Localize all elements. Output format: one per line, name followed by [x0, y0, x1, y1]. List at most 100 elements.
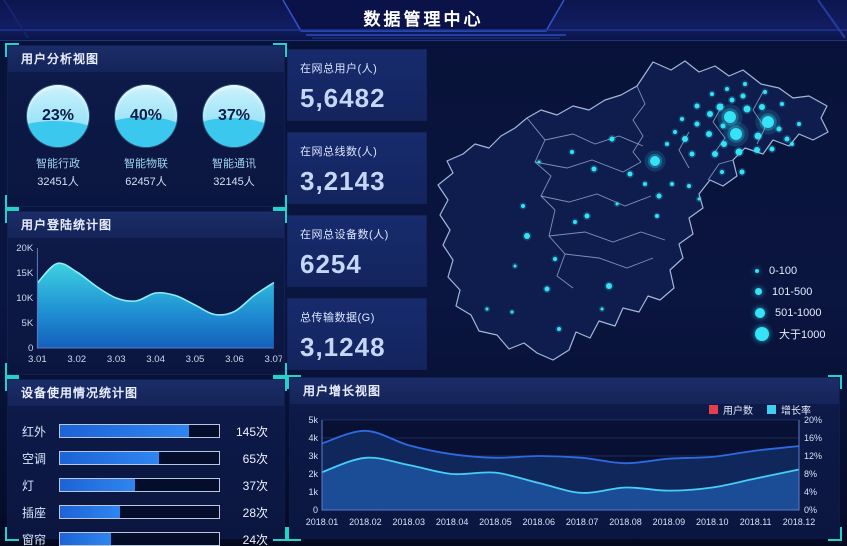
stat-label: 总传输数据(G) [300, 312, 375, 324]
bar-track [59, 424, 220, 438]
panel-user-growth: 用户增长视图 用户数 增长率 0 1k 2k 3k 4k 5k 0% 4% 8% 12% 16% 20… [287, 375, 842, 541]
panel-user-analysis: 用户分析视图 23% 智能行政 32451人 40% 智能物联 62457人 3… [5, 43, 287, 209]
stat-card-total-lines: 在网总线数(人) 3,2143 [288, 133, 426, 203]
liquid-gauge: 40% [115, 85, 177, 147]
panel-device-usage: 设备使用情况统计图 红外 145次 空调 65次 灯 37次 插座 28次 [5, 377, 287, 546]
gauge-percent: 40% [129, 107, 163, 124]
svg-text:2018.06: 2018.06 [523, 517, 556, 527]
stat-value: 6254 [300, 249, 362, 279]
svg-text:2018.10: 2018.10 [696, 517, 729, 527]
corner-bracket [5, 209, 19, 223]
bar-track [59, 532, 220, 546]
gauge-percent: 23% [41, 107, 75, 124]
bar-value: 24次 [242, 532, 268, 546]
svg-text:5k: 5k [308, 415, 318, 425]
bar-fill [60, 452, 159, 464]
device-bar-row: 插座 28次 [22, 502, 268, 522]
legend-dot-icon [755, 307, 765, 318]
gauge-wave [203, 118, 265, 147]
bar-label: 红外 [22, 424, 47, 439]
map-canvas [437, 60, 829, 361]
svg-text:2018.01: 2018.01 [306, 517, 339, 527]
svg-text:2018.07: 2018.07 [566, 517, 599, 527]
stat-label: 在网总用户(人) [300, 63, 378, 75]
bar-value: 37次 [242, 478, 268, 493]
bar-label: 空调 [22, 451, 47, 466]
legend-item-growth[interactable]: 增长率 [767, 402, 811, 417]
svg-text:2018.03: 2018.03 [392, 517, 425, 527]
gauge-wave [115, 116, 177, 147]
svg-text:3.03: 3.03 [107, 354, 126, 365]
bar-fill [60, 425, 189, 437]
map-legend-item: 101-500 [755, 281, 845, 302]
corner-bracket [273, 377, 287, 391]
corner-bracket [287, 527, 301, 541]
svg-text:3.07: 3.07 [264, 354, 282, 365]
bar-value: 145次 [235, 424, 268, 439]
stat-card-total-users: 在网总用户(人) 5,6482 [288, 50, 426, 120]
svg-text:2018.05: 2018.05 [479, 517, 512, 527]
gauge-count: 32451人 [37, 176, 79, 188]
corner-bracket [273, 195, 287, 209]
corner-bracket [5, 377, 19, 391]
province-map [427, 44, 847, 376]
legend-item-users[interactable]: 用户数 [709, 402, 753, 417]
bar-fill [60, 479, 135, 491]
gauge-admin: 23% 智能行政 32451人 [15, 85, 101, 189]
svg-text:1k: 1k [308, 487, 318, 497]
gauge-count: 62457人 [125, 176, 167, 188]
svg-text:0: 0 [28, 343, 33, 354]
svg-text:2018.12: 2018.12 [783, 517, 816, 527]
legend-label: 101-500 [772, 285, 813, 298]
login-area-chart: 0 5K 10K 15K 20K 3.01 3.02 3.03 3.04 3.05 3.06 3.07 [16, 243, 282, 365]
stat-label: 在网总线数(人) [300, 146, 378, 158]
bar-label: 插座 [22, 505, 47, 520]
panel-title-login-stats: 用户登陆统计图 [8, 212, 284, 238]
svg-text:10K: 10K [16, 293, 34, 304]
legend-dot-icon [755, 288, 762, 295]
gauge-label: 智能通讯 [212, 158, 256, 170]
corner-bracket [273, 363, 287, 377]
svg-text:2018.11: 2018.11 [740, 517, 772, 527]
corner-bracket [273, 209, 287, 223]
corner-bracket [5, 195, 19, 209]
legend-swatch-icon [767, 405, 776, 414]
gauge-label: 智能物联 [124, 158, 168, 170]
device-bar-row: 灯 37次 [22, 475, 268, 495]
map-legend-item: 501-1000 [755, 302, 845, 323]
stat-label: 在网总设备数(人) [300, 229, 389, 241]
legend-label: 用户数 [723, 406, 753, 417]
legend-dot-icon [755, 326, 769, 341]
corner-bracket [273, 43, 287, 57]
legend-label: 增长率 [781, 406, 811, 417]
svg-text:2018.09: 2018.09 [653, 517, 686, 527]
liquid-gauge: 23% [27, 85, 89, 147]
corner-bracket [5, 43, 19, 57]
bar-value: 28次 [242, 505, 268, 520]
growth-legend: 用户数 增长率 [709, 402, 811, 417]
map-legend: 0-100 101-500 501-1000 大于1000 [755, 260, 845, 344]
svg-text:2k: 2k [308, 469, 318, 479]
svg-text:3.01: 3.01 [28, 354, 47, 365]
device-bar-row: 红外 145次 [22, 421, 268, 441]
legend-label: 501-1000 [775, 306, 822, 319]
bar-track [59, 505, 220, 519]
header-ornament [0, 0, 847, 39]
stat-card-total-devices: 在网总设备数(人) 6254 [288, 216, 426, 286]
growth-area-chart: 0 1k 2k 3k 4k 5k 0% 4% 8% 12% 16% 20% 2018.01 2018.02… [306, 415, 822, 527]
svg-text:15K: 15K [16, 268, 34, 279]
svg-text:0%: 0% [804, 505, 817, 515]
svg-text:3k: 3k [308, 451, 318, 461]
map-legend-item: 0-100 [755, 260, 845, 281]
gauge-row: 23% 智能行政 32451人 40% 智能物联 62457人 37% 智能通讯… [8, 72, 284, 189]
bar-label: 灯 [22, 478, 35, 493]
legend-dot-icon [755, 268, 759, 273]
gauge-wave [27, 121, 89, 147]
legend-swatch-icon [709, 405, 718, 414]
gauge-label: 智能行政 [36, 158, 80, 170]
bar-track [59, 478, 220, 492]
panel-title-user-growth: 用户增长视图 [290, 378, 839, 404]
liquid-gauge: 37% [203, 85, 265, 147]
corner-bracket [5, 527, 19, 541]
corner-bracket [828, 375, 842, 389]
